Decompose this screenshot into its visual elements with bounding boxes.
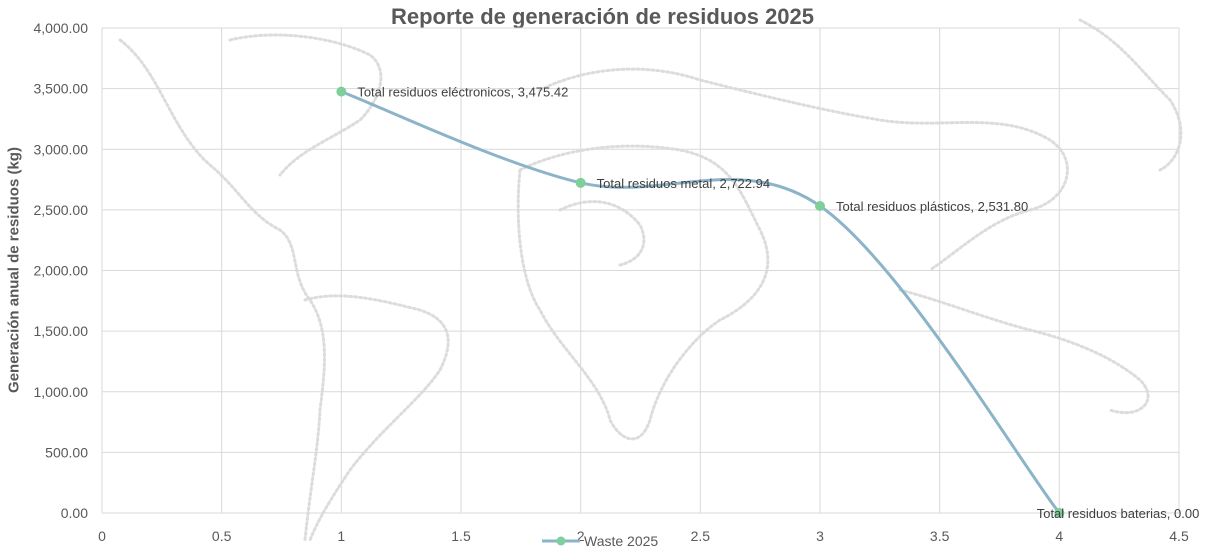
y-tick-label: 2,500.00 bbox=[34, 202, 89, 218]
data-label: Total residuos plásticos, 2,531.80 bbox=[836, 199, 1028, 214]
series-line-waste-2025 bbox=[340, 90, 1061, 514]
y-tick-label: 4,000.00 bbox=[34, 20, 89, 36]
background-map bbox=[118, 18, 1183, 542]
data-point bbox=[1054, 508, 1065, 518]
data-labels: Total residuos eléctronicos, 3,475.42 Tot… bbox=[357, 85, 1199, 521]
legend: Waste 2025 bbox=[542, 533, 658, 549]
x-tick-label: 4 bbox=[1055, 528, 1063, 544]
y-tick-label: 2,000.00 bbox=[34, 263, 89, 279]
data-label: Total residuos metal, 2,722.94 bbox=[597, 176, 770, 191]
x-tick-label: 3.5 bbox=[930, 528, 950, 544]
x-axis-tick-labels: 0 0.5 1 1.5 2 2.5 3 3.5 4 4.5 bbox=[98, 528, 1189, 544]
x-tick-label: 0.5 bbox=[212, 528, 232, 544]
y-tick-label: 3,500.00 bbox=[34, 81, 89, 97]
chart-title: Reporte de generación de residuos 2025 bbox=[390, 4, 815, 29]
y-tick-label: 1,500.00 bbox=[34, 323, 89, 339]
data-point bbox=[815, 201, 825, 212]
x-tick-label: 1 bbox=[337, 528, 345, 544]
x-tick-label: 4.5 bbox=[1169, 528, 1189, 544]
x-tick-label: 0 bbox=[98, 528, 106, 544]
y-tick-label: 3,000.00 bbox=[34, 141, 89, 157]
data-label: Total residuos eléctronicos, 3,475.42 bbox=[357, 85, 568, 100]
x-tick-label: 3 bbox=[816, 528, 824, 544]
x-tick-label: 2.5 bbox=[691, 528, 711, 544]
legend-entry: Waste 2025 bbox=[584, 533, 658, 549]
y-axis-tick-labels: 0.00 500.00 1,000.00 1,500.00 2,000.00 2,500.… bbox=[34, 20, 89, 521]
legend-marker-swatch bbox=[556, 536, 566, 546]
y-tick-label: 0.00 bbox=[61, 505, 88, 521]
gridlines bbox=[101, 27, 1180, 514]
x-tick-label: 1.5 bbox=[451, 528, 471, 544]
data-point bbox=[575, 177, 586, 188]
data-point bbox=[336, 86, 347, 97]
y-tick-label: 500.00 bbox=[45, 444, 88, 460]
series-points bbox=[336, 86, 1065, 518]
x-tick-label: 2 bbox=[577, 528, 585, 544]
data-label: Total residuos baterias, 0.00 bbox=[1037, 506, 1200, 521]
y-tick-label: 1,000.00 bbox=[34, 384, 89, 400]
